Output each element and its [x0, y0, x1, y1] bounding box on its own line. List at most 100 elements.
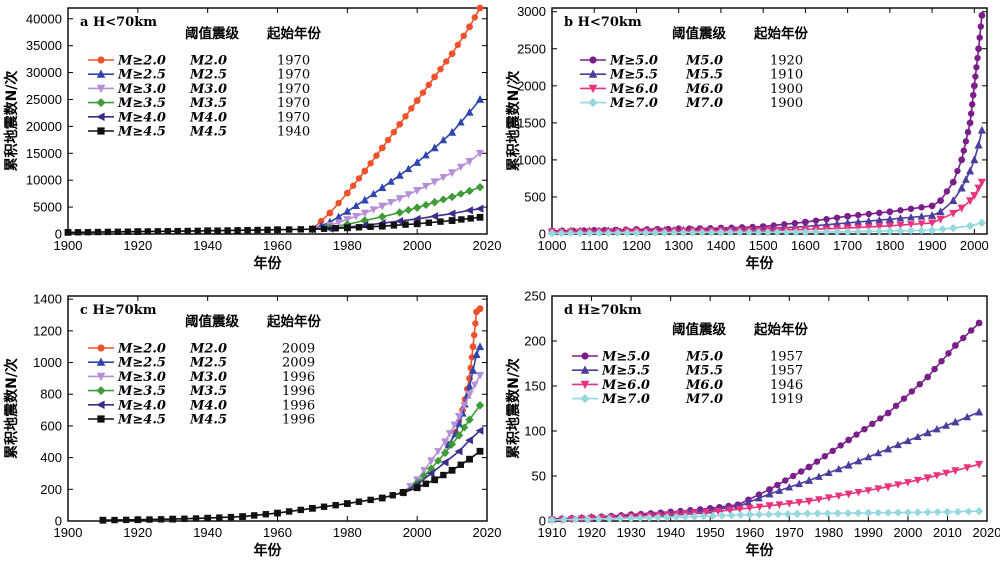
data-point — [690, 512, 699, 521]
panel-title: b H<70km — [564, 15, 642, 30]
data-point — [466, 23, 473, 31]
legend-marker — [96, 69, 106, 78]
data-point — [585, 229, 594, 238]
data-point — [785, 500, 794, 508]
legend-start-year: 2009 — [282, 356, 315, 371]
data-point — [785, 483, 794, 491]
data-point — [918, 204, 925, 211]
data-point — [111, 516, 118, 524]
legend-start-year: 1970 — [277, 54, 310, 69]
data-point — [450, 421, 459, 430]
data-point — [864, 227, 873, 236]
data-point — [440, 471, 447, 479]
data-point — [434, 456, 443, 465]
data-point — [907, 213, 915, 221]
data-point — [904, 436, 912, 445]
data-point — [735, 228, 744, 237]
data-point — [954, 507, 962, 516]
x-tick-label: 1900 — [918, 238, 947, 253]
legend-marker — [581, 352, 589, 360]
data-point — [943, 188, 951, 195]
legend-marker — [580, 394, 590, 404]
data-point — [924, 373, 932, 381]
y-tick-label: 2000 — [517, 78, 546, 93]
data-point — [813, 509, 822, 518]
x-tick-label: 1940 — [193, 525, 222, 540]
series-1 — [547, 125, 987, 235]
y-tick-label: 30000 — [26, 65, 62, 80]
data-point — [623, 228, 632, 237]
data-point — [815, 472, 823, 480]
data-point — [448, 466, 456, 474]
data-point — [309, 225, 316, 233]
data-point — [875, 223, 884, 231]
series-5 — [64, 213, 484, 236]
data-point — [389, 492, 396, 499]
data-point — [795, 479, 803, 488]
data-point — [406, 482, 415, 491]
data-point — [460, 423, 469, 432]
data-point — [395, 195, 404, 203]
data-point — [833, 227, 842, 236]
legend-threshold: M5.0 — [685, 350, 723, 365]
data-point — [958, 156, 966, 164]
data-point — [378, 202, 387, 211]
data-point — [962, 138, 970, 145]
legend-label: M≥6.0 — [609, 82, 658, 97]
data-point — [837, 442, 844, 449]
data-point — [773, 228, 782, 237]
data-point — [234, 227, 241, 234]
data-point — [99, 516, 107, 524]
data-point — [448, 217, 456, 224]
y-tick-label: 100 — [524, 424, 546, 439]
y-axis-title: 累积地震数N/次 — [505, 71, 522, 172]
x-tick-label: 1100 — [580, 238, 608, 253]
data-point — [157, 516, 165, 523]
data-point — [475, 182, 485, 192]
data-point — [632, 228, 641, 238]
data-point — [974, 140, 983, 149]
data-point — [896, 214, 905, 222]
data-point — [725, 506, 735, 515]
data-point — [864, 508, 873, 518]
data-point — [204, 514, 212, 522]
data-point — [937, 197, 944, 205]
x-tick-label: 1920 — [123, 525, 152, 540]
data-point — [670, 228, 679, 237]
data-point — [972, 73, 979, 80]
data-point — [699, 512, 708, 521]
chart-panel-c: 1900 1920 1940 1960 1980 2000 2020 0 200 400 600 80… — [3, 292, 501, 559]
data-point — [774, 510, 783, 519]
data-point — [864, 216, 873, 225]
data-point — [402, 113, 409, 120]
data-point — [974, 506, 984, 516]
legend-label: M≥3.0 — [117, 82, 166, 97]
data-point — [332, 225, 339, 232]
data-point — [714, 507, 722, 516]
data-point — [923, 474, 932, 483]
data-point — [765, 502, 774, 511]
y-tick-label: 400 — [40, 450, 62, 465]
series-2 — [547, 460, 984, 525]
series-0 — [309, 4, 484, 233]
data-point — [903, 508, 912, 517]
data-point — [74, 229, 82, 236]
x-tick-label: 1600 — [791, 238, 820, 253]
data-point — [425, 81, 433, 88]
data-point — [465, 381, 474, 390]
data-point — [547, 515, 557, 525]
data-point — [907, 205, 915, 213]
legend-label: M≥5.5 — [601, 364, 650, 379]
data-point — [931, 365, 938, 373]
series-line — [551, 15, 983, 232]
series-line — [551, 130, 983, 232]
data-point — [884, 409, 892, 417]
data-point — [476, 447, 484, 455]
data-point — [616, 514, 625, 523]
data-point — [716, 228, 726, 237]
y-tick-label: 800 — [40, 387, 62, 402]
series-0 — [548, 12, 986, 235]
data-point — [114, 228, 122, 236]
